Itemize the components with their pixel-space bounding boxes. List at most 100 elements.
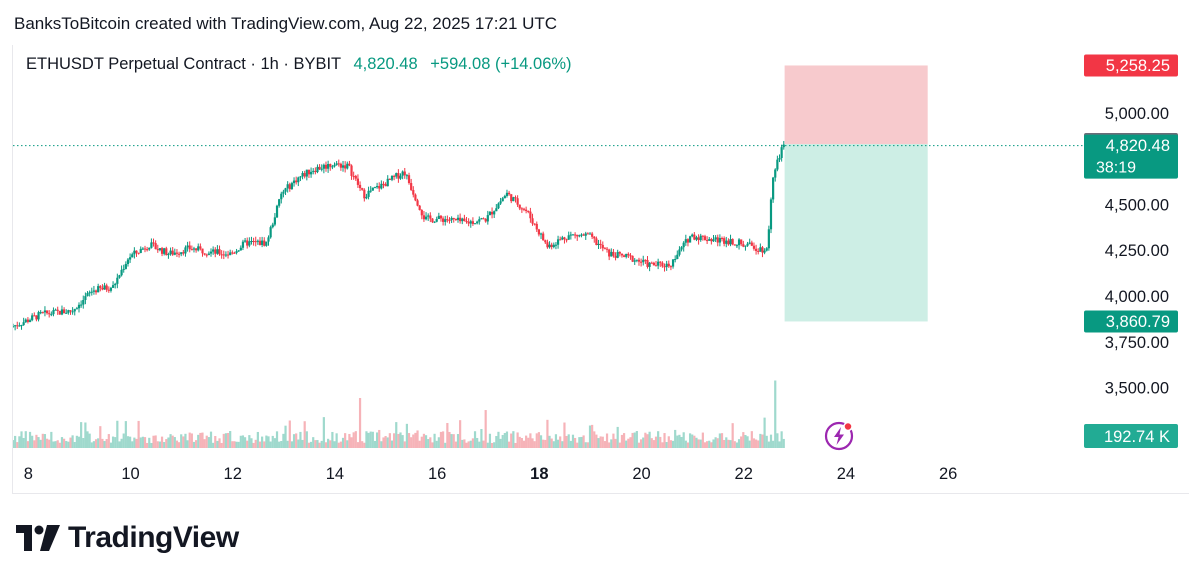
candle-body [737, 239, 741, 246]
volume-bar [378, 429, 381, 448]
volume-bar [471, 438, 475, 448]
candle [380, 180, 383, 190]
volume-bar [520, 438, 523, 448]
volume-bar [197, 434, 200, 448]
lightning-icon[interactable] [823, 420, 855, 452]
candle [295, 176, 298, 185]
candle-body [337, 163, 340, 165]
candle [365, 193, 368, 200]
stop-zone [784, 144, 928, 322]
candle-body [363, 189, 366, 199]
candle [13, 323, 15, 328]
candle [195, 248, 198, 253]
candle [188, 241, 191, 253]
candle [695, 235, 698, 242]
candle [397, 169, 400, 183]
candlesticks [13, 141, 785, 331]
volume-bar [280, 440, 283, 448]
candle [454, 218, 457, 221]
volume-bar [525, 435, 528, 448]
candle [701, 235, 704, 241]
volume-bar [288, 420, 291, 448]
candle [190, 245, 193, 251]
candle-body [267, 237, 270, 242]
candle [650, 261, 653, 264]
volume-bar [207, 437, 210, 448]
candle-body [143, 248, 147, 250]
candle-body [486, 215, 489, 222]
candle [229, 249, 232, 256]
candle-body [757, 250, 760, 252]
volume-bar [101, 438, 104, 448]
volume-bar [361, 441, 364, 448]
candle [167, 252, 170, 259]
volume-bar [205, 435, 208, 448]
time-tick-label: 10 [121, 465, 139, 483]
candle-body [101, 287, 104, 290]
volume-bar [599, 436, 602, 448]
candle-body [754, 248, 758, 251]
price-chart[interactable]: 5,000.00 4,500.00 4,250.00 4,000.00 3,750.00… [13, 45, 1189, 493]
volume-bar [535, 433, 538, 448]
volume-bar [706, 441, 709, 448]
candle-body [614, 255, 617, 258]
candle [723, 236, 726, 247]
candle-body [776, 159, 779, 170]
candle-body [701, 235, 704, 237]
volume-bar [284, 425, 287, 448]
candle [422, 211, 426, 222]
candle [556, 235, 560, 249]
candle-body [331, 166, 334, 168]
volume-bar [539, 435, 543, 448]
candle [444, 215, 447, 226]
candle [344, 161, 347, 173]
volume-bar [84, 422, 87, 448]
candle [107, 286, 110, 293]
candle [769, 197, 773, 234]
volume-bar [516, 432, 519, 448]
candle-body [548, 244, 551, 248]
candle-body [767, 229, 770, 249]
candle-body [612, 251, 615, 256]
candle-body [439, 215, 443, 219]
candle-body [686, 239, 690, 243]
candle-body [333, 164, 336, 167]
candle-body [131, 254, 134, 258]
candle [216, 245, 219, 255]
volume-bar [224, 433, 228, 448]
candle [452, 217, 455, 223]
chart-panel[interactable]: 5,000.00 4,500.00 4,250.00 4,000.00 3,750.00… [12, 45, 1189, 494]
volume-bar [554, 434, 558, 448]
volume-bar [688, 433, 692, 448]
candle-body [484, 218, 487, 222]
candle-body [669, 266, 673, 268]
volume-bar [97, 438, 100, 448]
candle [642, 255, 645, 266]
candle-body [41, 312, 44, 314]
candle [582, 233, 585, 236]
candle-body [642, 259, 645, 263]
candle-body [56, 309, 59, 311]
candle-body [731, 239, 734, 245]
candle [252, 237, 255, 246]
volume-bar [195, 440, 198, 448]
candle-body [567, 235, 570, 240]
volume-bar [772, 440, 775, 448]
volume-bar [505, 431, 509, 448]
candle [165, 246, 168, 256]
price-tick-label: 5,000.00 [1105, 105, 1169, 123]
candle-body [129, 257, 132, 260]
candle-body [620, 253, 624, 256]
candle-body [118, 275, 121, 278]
candle-body [431, 218, 434, 223]
volume-bar [335, 433, 338, 448]
candle-body [650, 262, 653, 264]
candle [437, 212, 440, 220]
candle [684, 234, 687, 246]
volume-bar [316, 440, 319, 448]
candle-body [139, 248, 142, 253]
candle-body [465, 221, 468, 223]
candle-body [476, 221, 479, 224]
candle [605, 247, 609, 253]
candle-body [329, 164, 332, 167]
